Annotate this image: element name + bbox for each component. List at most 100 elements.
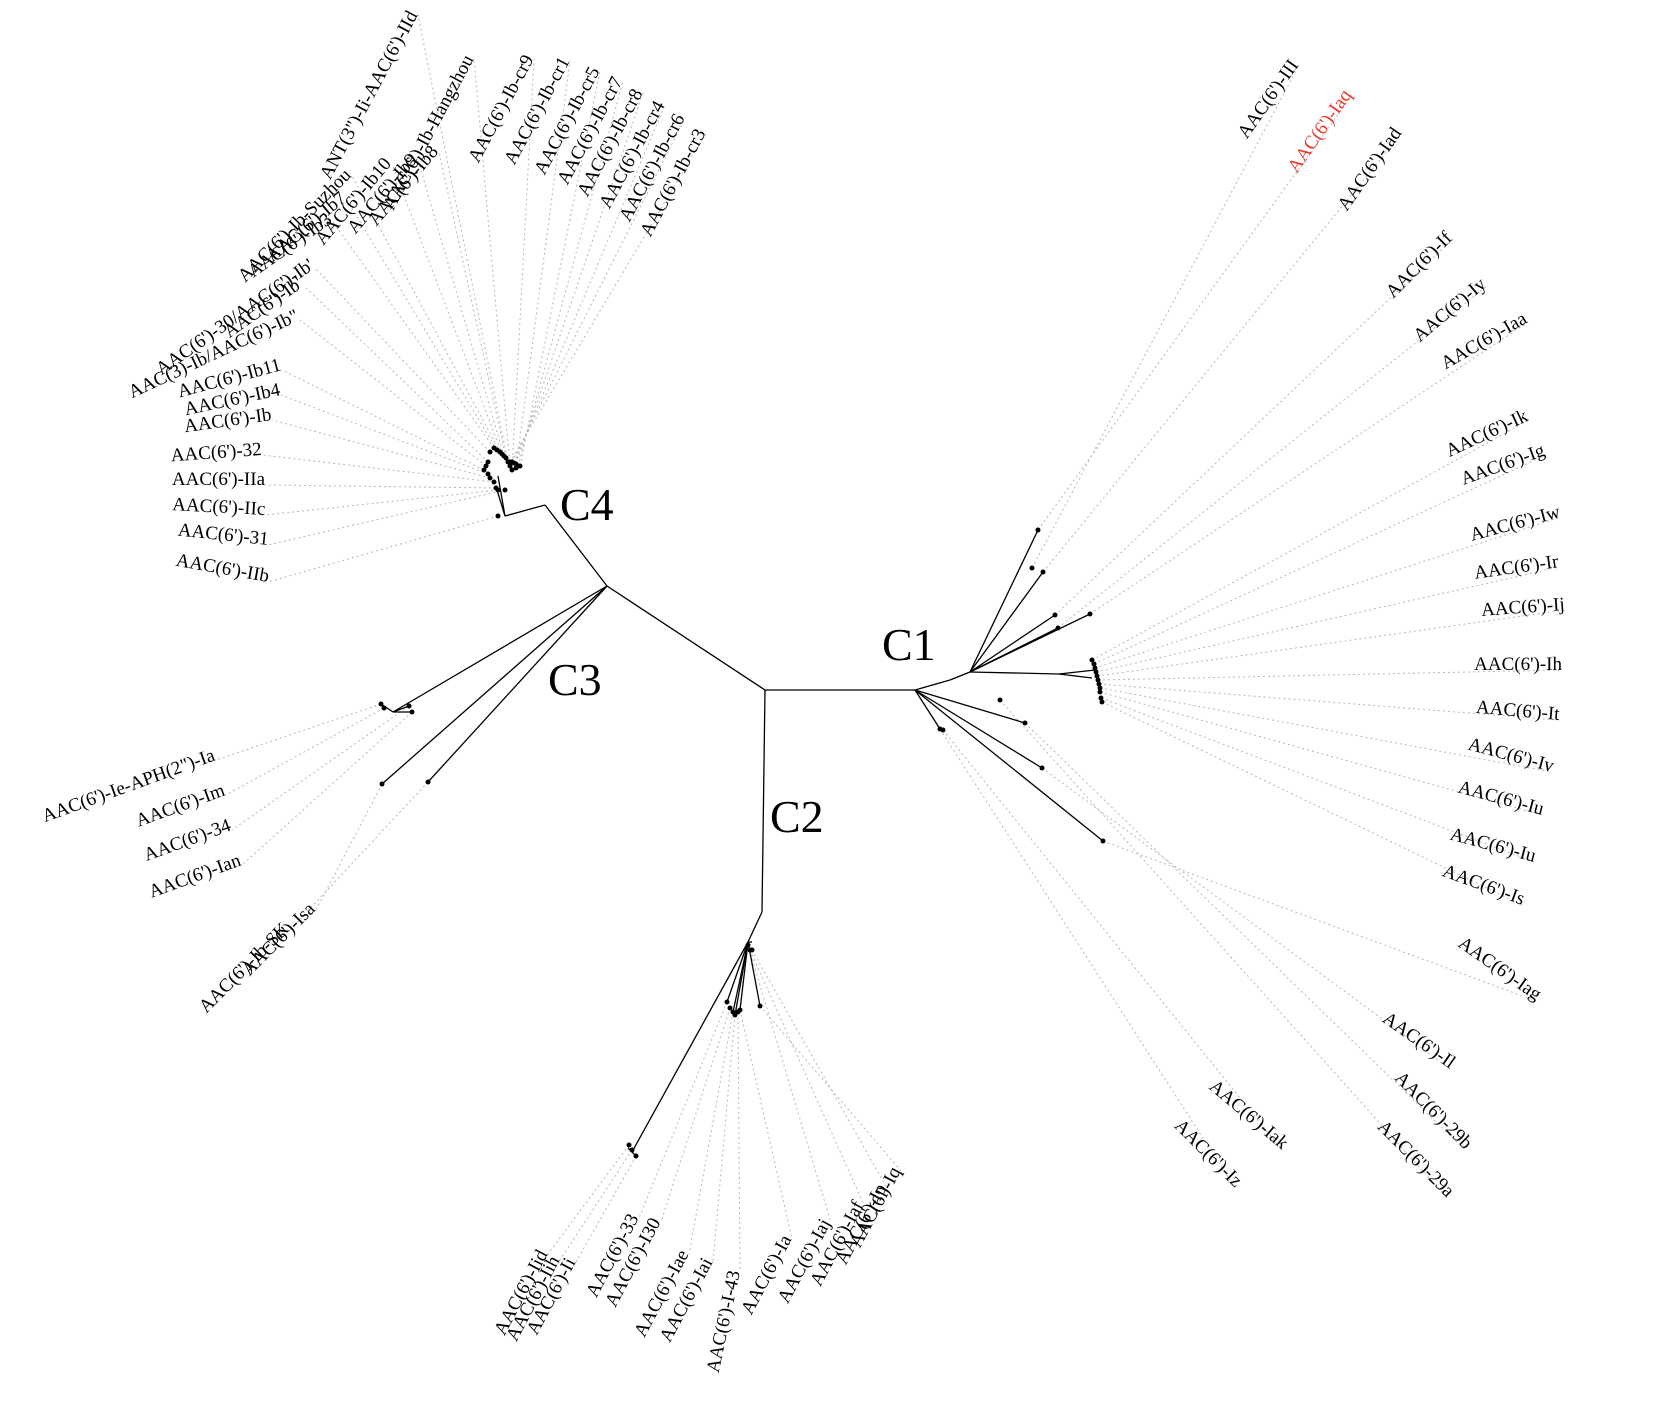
branch bbox=[969, 671, 1060, 675]
leader-line bbox=[315, 783, 383, 911]
leader-line bbox=[747, 944, 832, 1224]
leader-line bbox=[289, 781, 429, 931]
leader-line bbox=[688, 1011, 734, 1255]
leader-line bbox=[712, 1014, 736, 1263]
branch bbox=[504, 504, 546, 517]
leader-line bbox=[1094, 516, 1562, 669]
leaf-label: AAC(6')-It bbox=[1475, 697, 1561, 725]
leaf-label: AAC(6')-IIb bbox=[174, 550, 270, 587]
leader-line bbox=[1057, 285, 1488, 629]
leader-line bbox=[739, 1009, 793, 1240]
branch bbox=[969, 627, 1059, 673]
leader-line bbox=[751, 949, 888, 1189]
branch bbox=[496, 489, 506, 517]
leader-line bbox=[271, 419, 491, 479]
leader-line bbox=[1096, 609, 1566, 677]
leader-line bbox=[225, 707, 385, 796]
leaf-label: AAC(6')-Il bbox=[1379, 1008, 1460, 1073]
leader-line bbox=[1102, 840, 1537, 1002]
leader-line bbox=[515, 92, 644, 465]
leaf-label: AAC(6')-IIa bbox=[172, 469, 266, 490]
tip-node bbox=[1040, 569, 1046, 575]
leader-line bbox=[299, 319, 487, 467]
tip-node bbox=[1089, 657, 1095, 663]
leader-line bbox=[314, 267, 491, 453]
branch bbox=[1058, 673, 1093, 679]
tip-node bbox=[1097, 685, 1103, 691]
clade-label-c2: C2 bbox=[770, 791, 824, 842]
branch bbox=[606, 585, 766, 691]
tip-node bbox=[425, 779, 431, 785]
leader-line bbox=[264, 489, 499, 516]
leader-line bbox=[1100, 697, 1535, 863]
tip-node bbox=[517, 463, 523, 469]
leader-line bbox=[1093, 454, 1547, 665]
branch bbox=[969, 571, 1044, 673]
leader-line bbox=[559, 1149, 633, 1261]
tip-node bbox=[1091, 661, 1097, 667]
tip-node bbox=[1052, 612, 1058, 618]
branch bbox=[969, 529, 1039, 673]
leader-line bbox=[391, 163, 503, 455]
leaf-label: AAC(6')-31 bbox=[177, 520, 270, 550]
tip-node bbox=[727, 1005, 733, 1011]
leaf-label: AAC(6')-Iad bbox=[1334, 123, 1407, 214]
leader-line bbox=[241, 711, 413, 866]
leader-line bbox=[1031, 64, 1300, 569]
leader-line bbox=[749, 949, 865, 1206]
leaf-label: AAC(6')-If bbox=[1382, 227, 1457, 302]
tip-node bbox=[757, 1003, 763, 1009]
leader-line bbox=[759, 1005, 902, 1172]
tip-node bbox=[1035, 527, 1041, 533]
tip-node bbox=[509, 467, 515, 473]
leader-line bbox=[511, 117, 686, 463]
tip-node bbox=[1100, 838, 1106, 844]
leaf-label: AAC(6')-Iu bbox=[1456, 777, 1547, 820]
tip-node bbox=[629, 1147, 635, 1153]
leader-line bbox=[1097, 669, 1563, 681]
branch bbox=[1058, 669, 1096, 675]
tip-node bbox=[485, 459, 491, 465]
tip-node bbox=[1095, 677, 1101, 683]
tip-node bbox=[1092, 665, 1098, 671]
branch bbox=[734, 941, 749, 1016]
leader-line bbox=[1024, 722, 1466, 1151]
branch bbox=[392, 705, 410, 713]
tip-node bbox=[1097, 689, 1103, 695]
branch bbox=[631, 941, 749, 1153]
leaf-label: AAC(6')-Iw bbox=[1468, 501, 1563, 545]
leader-line bbox=[261, 454, 495, 483]
leader-line bbox=[351, 175, 501, 453]
tip-node bbox=[379, 781, 385, 787]
tip-node bbox=[483, 463, 489, 469]
leader-line bbox=[346, 199, 498, 451]
clade-label-c3: C3 bbox=[548, 654, 602, 705]
leader-lines bbox=[215, 14, 1566, 1273]
branch bbox=[381, 585, 608, 785]
leaf-label: AAC(6')-III bbox=[1234, 56, 1303, 143]
leader-line bbox=[303, 285, 489, 463]
clade-label-c4: C4 bbox=[560, 479, 614, 530]
branch bbox=[969, 614, 1056, 673]
leader-line bbox=[215, 703, 382, 761]
leaf-label: AAC(6')-Iz bbox=[1170, 1115, 1246, 1191]
tip-node bbox=[1039, 765, 1045, 771]
branch bbox=[544, 504, 608, 587]
tip-node bbox=[737, 1007, 743, 1013]
leader-line bbox=[638, 1001, 728, 1219]
tip-node bbox=[1094, 673, 1100, 679]
tree-branches bbox=[380, 475, 1104, 1157]
branch bbox=[761, 689, 766, 913]
tip-node bbox=[505, 459, 511, 465]
leader-line bbox=[1095, 566, 1560, 673]
tip-node bbox=[378, 701, 384, 707]
leader-line bbox=[280, 394, 489, 475]
leader-line bbox=[737, 1011, 741, 1273]
branch bbox=[949, 671, 971, 681]
leaf-label: AAC(6')-Iag bbox=[1454, 933, 1545, 1006]
leaf-label: AAC(6')-Iak bbox=[1205, 1076, 1293, 1154]
leader-line bbox=[1098, 683, 1560, 721]
branch bbox=[914, 689, 1026, 724]
tip-node bbox=[406, 703, 412, 709]
leaf-label: AAC(6')-Ie-APH(2")-Ia bbox=[39, 745, 218, 827]
